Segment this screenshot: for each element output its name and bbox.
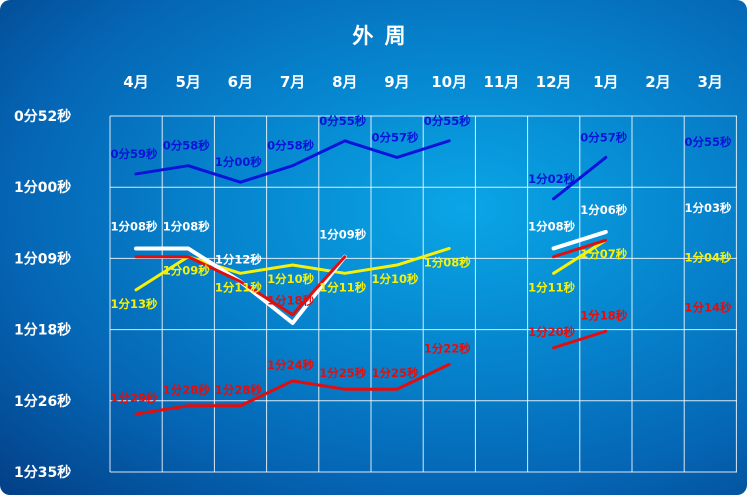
series-line (552, 238, 608, 259)
x-tick-label: 8月 (332, 73, 357, 91)
data-label: 0分58秒 (163, 139, 211, 153)
x-tick-label: 5月 (175, 73, 200, 91)
series-line (134, 362, 451, 416)
x-tick-label: 7月 (280, 73, 305, 91)
data-label: 0分55秒 (319, 114, 367, 128)
data-label: 1分28秒 (215, 383, 263, 397)
data-label: 1分09秒 (163, 264, 211, 278)
y-tick-label: 1分35秒 (14, 464, 71, 481)
x-tick-label: 10月 (431, 73, 467, 91)
x-tick-label: 9月 (384, 73, 409, 91)
chart-title: 外 周 (352, 24, 407, 48)
series-line (134, 139, 451, 184)
data-label: 0分57秒 (371, 130, 419, 144)
series-line (134, 255, 347, 317)
x-tick-label: 11月 (483, 73, 519, 91)
side-label: 0分55秒 (684, 135, 732, 149)
data-label: 1分02秒 (528, 172, 576, 186)
data-label: 1分11秒 (319, 280, 367, 294)
y-tick-label: 0分52秒 (14, 108, 71, 125)
data-label: 1分13秒 (110, 297, 158, 311)
series-line (552, 329, 608, 350)
y-tick-label: 1分26秒 (14, 393, 71, 410)
x-tick-label: 3月 (697, 73, 722, 91)
data-label: 1分10秒 (371, 272, 419, 286)
series-line (551, 229, 608, 251)
data-label: 0分58秒 (267, 139, 315, 153)
data-label: 1分22秒 (424, 341, 472, 355)
data-label: 1分08秒 (163, 219, 211, 233)
data-label: 1分06秒 (580, 203, 628, 217)
data-label: 1分18秒 (267, 294, 315, 308)
data-label: 1分25秒 (319, 366, 367, 380)
side-label: 1分03秒 (684, 201, 732, 215)
data-label: 1分00秒 (215, 155, 263, 169)
data-label: 1分25秒 (371, 366, 419, 380)
data-label: 1分11秒 (215, 280, 263, 294)
y-tick-label: 1分18秒 (14, 322, 71, 339)
data-label: 1分07秒 (580, 247, 628, 261)
x-tick-label: 2月 (645, 73, 670, 91)
data-label: 1分29秒 (110, 391, 158, 405)
data-label: 1分08秒 (424, 255, 472, 269)
y-tick-label: 1分00秒 (14, 179, 71, 196)
data-label: 0分59秒 (110, 147, 158, 161)
data-label: 1分08秒 (528, 219, 576, 233)
data-label: 1分28秒 (163, 383, 211, 397)
x-tick-label: 6月 (228, 73, 253, 91)
data-label: 1分20秒 (528, 325, 576, 339)
data-label: 0分55秒 (424, 114, 472, 128)
data-label: 1分12秒 (215, 253, 263, 267)
data-label: 1分10秒 (267, 272, 315, 286)
data-label: 1分11秒 (528, 280, 576, 294)
side-label: 1分04秒 (684, 251, 732, 265)
data-label: 1分18秒 (580, 308, 628, 322)
x-tick-label: 12月 (536, 73, 572, 91)
data-label: 1分09秒 (319, 228, 367, 242)
data-label: 1分08秒 (110, 219, 158, 233)
data-label: 1分24秒 (267, 358, 315, 372)
series-line (552, 238, 608, 275)
x-tick-label: 4月 (123, 73, 148, 91)
y-tick-label: 1分09秒 (14, 250, 71, 267)
series-line (552, 155, 608, 201)
x-tick-label: 1月 (593, 73, 618, 91)
side-label: 1分14秒 (684, 300, 732, 314)
data-label: 0分57秒 (580, 130, 628, 144)
